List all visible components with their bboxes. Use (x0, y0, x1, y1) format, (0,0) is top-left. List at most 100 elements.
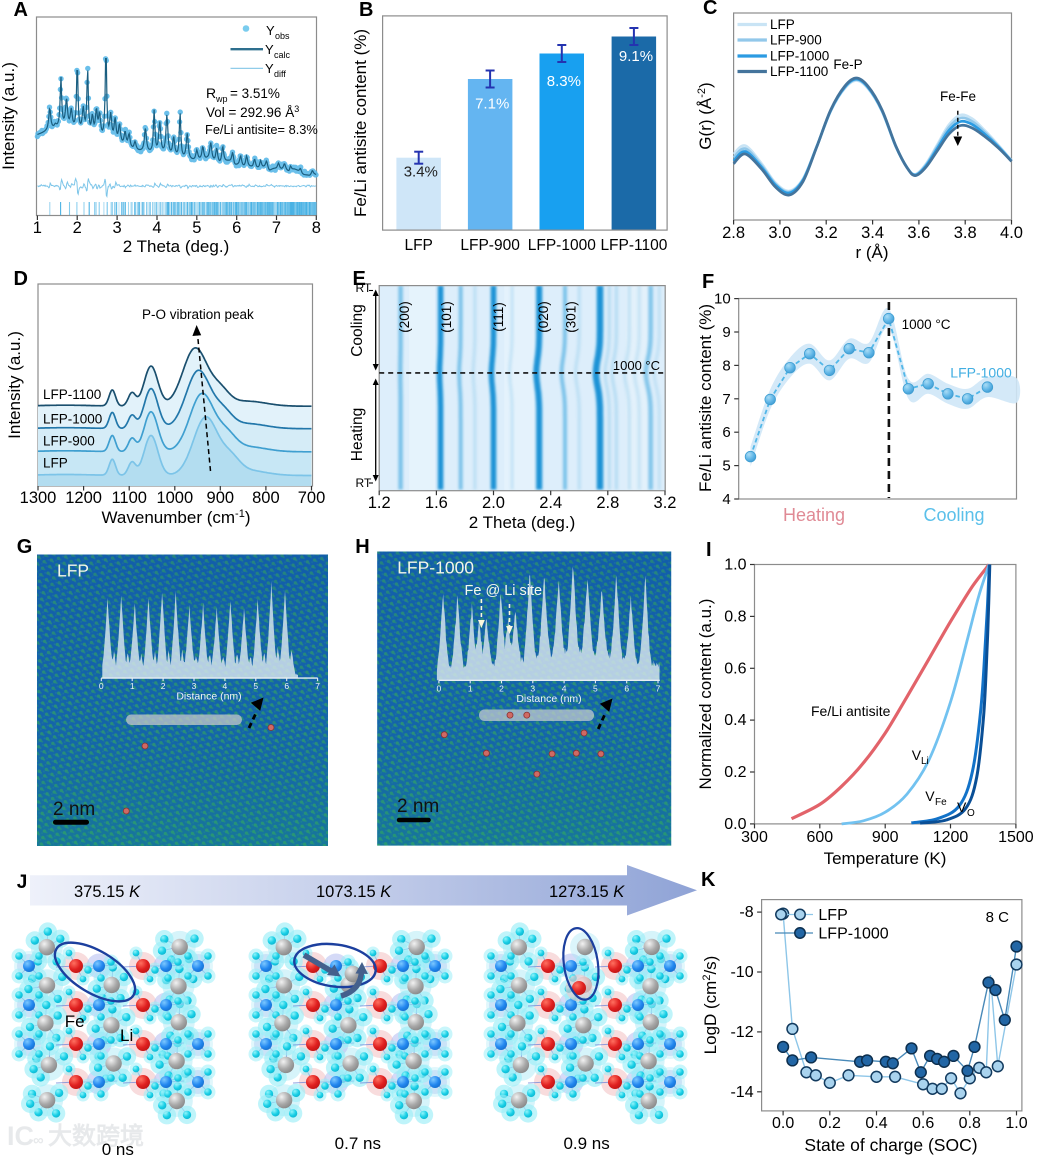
svg-text:9.1%: 9.1% (619, 48, 653, 65)
svg-text:5: 5 (722, 458, 730, 475)
svg-text:G(r) (Å-2): G(r) (Å-2) (696, 82, 715, 149)
svg-text:0: 0 (99, 681, 104, 691)
svg-text:6: 6 (232, 219, 241, 237)
svg-text:G: G (17, 536, 33, 558)
svg-text:Fe-P: Fe-P (833, 57, 862, 72)
svg-text:1.0: 1.0 (1005, 1115, 1027, 1132)
svg-text:300: 300 (741, 829, 768, 846)
svg-text:wp: wp (215, 94, 228, 104)
svg-text:5: 5 (253, 681, 258, 691)
svg-text:2.0: 2.0 (482, 494, 505, 512)
svg-text:2 Theta (deg.): 2 Theta (deg.) (123, 237, 229, 256)
svg-text:3.8: 3.8 (954, 224, 977, 242)
svg-text:LFP: LFP (770, 17, 795, 32)
svg-text:I: I (706, 539, 712, 561)
svg-text:3.6: 3.6 (907, 224, 930, 242)
svg-text:3.2: 3.2 (654, 494, 677, 512)
svg-text:V: V (957, 799, 967, 815)
svg-text:Fe @ Li site: Fe @ Li site (465, 583, 543, 599)
svg-text:8: 8 (722, 357, 730, 374)
svg-text:Distance (nm): Distance (nm) (516, 693, 581, 705)
svg-text:1000: 1000 (156, 489, 193, 507)
svg-text:7: 7 (315, 681, 320, 691)
svg-text:E: E (353, 268, 366, 290)
svg-text:0.6: 0.6 (724, 660, 746, 677)
svg-text:K: K (701, 869, 716, 891)
svg-text:C: C (703, 0, 717, 19)
svg-text:Normalized content (a.u.): Normalized content (a.u.) (696, 599, 715, 790)
svg-text:7.1%: 7.1% (475, 96, 509, 113)
svg-text:2 Theta (deg.): 2 Theta (deg.) (469, 513, 575, 532)
svg-text:LFP-1000: LFP-1000 (397, 558, 474, 578)
svg-text:Cooling: Cooling (923, 505, 984, 525)
svg-text:0.6: 0.6 (912, 1115, 934, 1132)
svg-text:(020): (020) (536, 301, 551, 333)
svg-text:0: 0 (437, 683, 442, 693)
svg-text:LFP: LFP (404, 237, 432, 254)
svg-text:LFP-1000: LFP-1000 (950, 365, 1012, 381)
svg-text:LFP-1100: LFP-1100 (600, 237, 667, 254)
svg-text:J: J (17, 872, 28, 893)
svg-text:obs: obs (275, 31, 290, 41)
svg-text:2: 2 (499, 683, 504, 693)
svg-text:= 3.51%: = 3.51% (230, 86, 280, 101)
svg-text:0.4: 0.4 (865, 1115, 887, 1132)
svg-text:F: F (702, 271, 714, 293)
svg-text:D: D (14, 268, 28, 290)
svg-text:10: 10 (714, 291, 731, 308)
svg-text:diff: diff (274, 69, 286, 79)
svg-text:3.4%: 3.4% (404, 164, 438, 181)
svg-text:Cooling: Cooling (349, 304, 366, 357)
svg-text:Distance (nm): Distance (nm) (176, 691, 241, 703)
svg-text:0.8: 0.8 (959, 1115, 981, 1132)
svg-text:3.0: 3.0 (768, 224, 791, 242)
svg-text:LFP: LFP (43, 456, 68, 471)
svg-text:V: V (912, 747, 922, 763)
svg-text:3.2: 3.2 (815, 224, 838, 242)
svg-text:0.9 ns: 0.9 ns (563, 1134, 609, 1153)
svg-text:Fe: Fe (65, 1012, 85, 1031)
svg-text:0.0: 0.0 (772, 1115, 794, 1132)
svg-text:1000 °C: 1000 °C (902, 317, 951, 332)
svg-text:5: 5 (593, 683, 598, 693)
svg-text:-12: -12 (730, 1024, 753, 1041)
svg-text:RT: RT (356, 281, 372, 295)
svg-text:0.0: 0.0 (724, 816, 746, 833)
svg-text:(200): (200) (397, 301, 412, 333)
svg-text:P-O vibration peak: P-O vibration peak (142, 307, 254, 322)
svg-text:0.8: 0.8 (724, 608, 746, 625)
svg-text:LFP-1000: LFP-1000 (770, 49, 829, 64)
svg-text:800: 800 (252, 489, 280, 507)
svg-text:1000 °C: 1000 °C (613, 358, 660, 373)
svg-text:7: 7 (722, 391, 730, 408)
svg-text:Wavenumber (cm-1): Wavenumber (cm-1) (102, 508, 251, 527)
svg-text:LFP-900: LFP-900 (770, 33, 822, 48)
svg-text:Fe-Fe: Fe-Fe (940, 89, 976, 104)
svg-text:4: 4 (152, 219, 161, 237)
svg-text:Fe: Fe (935, 797, 947, 808)
svg-text:6: 6 (722, 424, 730, 441)
svg-text:LFP: LFP (57, 561, 89, 581)
svg-text:0.4: 0.4 (724, 712, 746, 729)
svg-text:Vol = 292.96 Å3: Vol = 292.96 Å3 (206, 104, 299, 120)
svg-text:r (Å): r (Å) (855, 243, 888, 262)
svg-text:0.2: 0.2 (724, 764, 746, 781)
svg-text:4: 4 (722, 491, 730, 508)
svg-text:(111): (111) (491, 302, 506, 332)
svg-text:IC: IC (7, 1121, 34, 1151)
svg-text:R: R (206, 85, 216, 101)
svg-text:Fe/Li antisite: Fe/Li antisite (811, 703, 891, 719)
svg-text:375.15 K: 375.15 K (74, 883, 141, 901)
svg-text:1: 1 (130, 681, 135, 691)
svg-text:(301): (301) (564, 301, 579, 333)
svg-text:Y: Y (265, 42, 274, 57)
svg-text:Fe/Li antisite content (%): Fe/Li antisite content (%) (696, 304, 715, 492)
svg-text:LFP-1000: LFP-1000 (43, 412, 102, 427)
svg-text:-10: -10 (730, 964, 753, 981)
svg-text:Li: Li (921, 756, 929, 767)
svg-text:3: 3 (113, 219, 122, 237)
svg-text:LFP-1100: LFP-1100 (43, 387, 101, 402)
svg-text:Intensity (a.u.): Intensity (a.u.) (5, 331, 24, 439)
svg-text:3: 3 (192, 681, 197, 691)
svg-text:RT: RT (356, 476, 372, 490)
